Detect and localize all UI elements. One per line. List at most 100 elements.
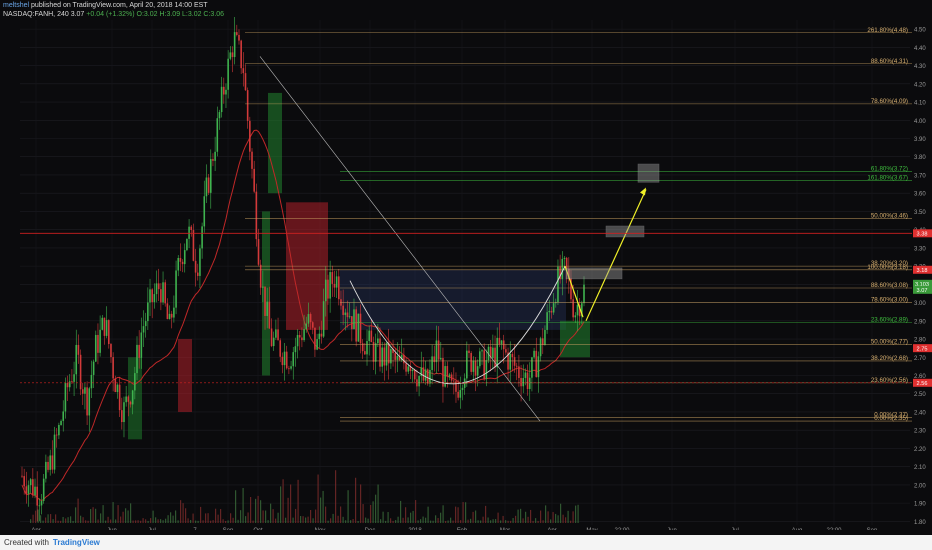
tradingview-logo[interactable]: TradingView bbox=[52, 538, 100, 547]
candle-body bbox=[314, 327, 316, 350]
y-tick-label: 4.40 bbox=[914, 46, 926, 52]
y-tick-label: 2.00 bbox=[914, 483, 926, 489]
volume-bar bbox=[77, 498, 79, 523]
candle-body bbox=[90, 374, 93, 389]
candle-body bbox=[149, 289, 151, 303]
candle-body bbox=[249, 120, 251, 152]
volume-bar bbox=[417, 520, 419, 523]
candle-body bbox=[177, 257, 180, 271]
candle-body bbox=[105, 320, 108, 336]
candle-body bbox=[483, 350, 485, 380]
volume-bar bbox=[37, 509, 39, 523]
y-tick-label: 3.50 bbox=[914, 210, 926, 216]
candle-body bbox=[407, 366, 410, 372]
candle-body bbox=[481, 350, 483, 352]
volume-bar bbox=[290, 484, 292, 523]
candle-body bbox=[578, 304, 581, 317]
candle-body bbox=[199, 248, 201, 276]
volume-bar bbox=[342, 516, 344, 523]
candle-body bbox=[257, 239, 260, 265]
candle-body bbox=[307, 314, 310, 324]
volume-bar bbox=[445, 520, 447, 523]
candle-body bbox=[563, 257, 566, 259]
candle-body bbox=[541, 338, 544, 346]
candle-body bbox=[422, 367, 425, 381]
candle-body bbox=[570, 278, 572, 300]
candle-body bbox=[502, 340, 505, 350]
volume-bar bbox=[357, 520, 359, 523]
volume-bar bbox=[320, 497, 322, 523]
volume-bar bbox=[495, 519, 497, 523]
volume-bar bbox=[565, 517, 567, 523]
candle-body bbox=[500, 340, 503, 345]
volume-bar bbox=[222, 519, 224, 523]
y-tick-label: 2.20 bbox=[914, 447, 926, 453]
symbol-line: NASDAQ:FANH, 240 3.07 +0.04 (+1.32%) O:3… bbox=[3, 11, 224, 18]
volume-bar bbox=[240, 510, 242, 523]
volume-bar bbox=[355, 477, 357, 523]
volume-bar bbox=[550, 519, 552, 523]
candle-body bbox=[446, 366, 449, 377]
volume-bar bbox=[427, 506, 429, 523]
fib-label: 78.60%(4.09) bbox=[871, 98, 908, 105]
candle-body bbox=[303, 329, 305, 341]
volume-bar bbox=[207, 513, 209, 523]
y-tick-label: 2.80 bbox=[914, 338, 926, 344]
created-with-text: Created with bbox=[4, 538, 49, 547]
volume-bar bbox=[390, 518, 392, 523]
change-value: +0.04 (+1.32%) bbox=[86, 11, 135, 18]
price-badge-label: 3.103 bbox=[915, 282, 929, 288]
volume-bar bbox=[40, 515, 42, 523]
candle-body bbox=[92, 361, 95, 375]
y-tick-label: 3.30 bbox=[914, 246, 926, 252]
fib-levels: 261.80%(4.48) 88.60%(4.31) 78.60%(4.09) 61.… bbox=[245, 27, 912, 422]
y-tick-label: 2.40 bbox=[914, 410, 926, 416]
candle-body bbox=[94, 334, 97, 362]
candle-body bbox=[496, 337, 499, 368]
candle-body bbox=[36, 486, 38, 506]
candle-body bbox=[474, 360, 477, 376]
volume-bar bbox=[440, 512, 442, 523]
publish-line: meltshel published on TradingView.com, A… bbox=[3, 2, 208, 9]
candle-body bbox=[116, 384, 119, 393]
author-link[interactable]: meltshel bbox=[3, 2, 30, 9]
volume-bar bbox=[252, 520, 254, 523]
published-text: published on TradingView.com, April 20, … bbox=[31, 2, 208, 9]
candle-body bbox=[175, 270, 177, 308]
candle-body bbox=[324, 279, 327, 302]
price-axis[interactable]: 1.80 1.90 2.00 2.10 2.20 2.30 2.40 2.50 2.60 2.70… bbox=[914, 28, 926, 526]
candle-body bbox=[531, 357, 533, 378]
candle-body bbox=[79, 354, 82, 390]
candle-body bbox=[294, 346, 297, 353]
candle-body bbox=[262, 286, 264, 288]
volume-bar bbox=[52, 519, 54, 523]
symbol-name[interactable]: NASDAQ:FANH, 240 bbox=[3, 11, 69, 18]
candle-body bbox=[355, 309, 357, 342]
candle-body bbox=[275, 329, 277, 338]
volume-bar bbox=[50, 514, 52, 523]
candle-body bbox=[136, 344, 138, 374]
candle-body bbox=[201, 226, 203, 249]
arrow-down bbox=[564, 265, 584, 318]
candle-body bbox=[222, 86, 225, 95]
volume-bar bbox=[377, 484, 379, 523]
volume-bar bbox=[332, 513, 334, 523]
candle-body bbox=[194, 260, 197, 273]
grid bbox=[20, 20, 910, 525]
candle-body bbox=[164, 282, 167, 304]
candle-body bbox=[396, 355, 399, 360]
volume-bar bbox=[505, 520, 507, 523]
candle-body bbox=[242, 68, 245, 74]
price-badge-label: 2.56 bbox=[917, 381, 928, 387]
volume-bar bbox=[517, 509, 519, 523]
candle-body bbox=[45, 461, 47, 479]
volume-bar bbox=[212, 520, 214, 523]
candle-body bbox=[342, 305, 344, 315]
volume-bar bbox=[112, 502, 114, 523]
candle-body bbox=[494, 347, 496, 368]
candle-body bbox=[34, 486, 36, 496]
candle-body bbox=[420, 367, 423, 377]
volume-bar bbox=[400, 500, 402, 523]
candle-body bbox=[431, 356, 433, 370]
